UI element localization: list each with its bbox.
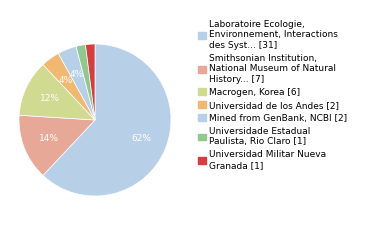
Text: 4%: 4%	[59, 76, 73, 84]
Wedge shape	[19, 65, 95, 120]
Wedge shape	[19, 115, 95, 175]
Wedge shape	[43, 54, 95, 120]
Legend: Laboratoire Ecologie,
Environnement, Interactions
des Syst... [31], Smithsonian : Laboratoire Ecologie, Environnement, Int…	[198, 20, 347, 170]
Wedge shape	[86, 44, 95, 120]
Text: 14%: 14%	[39, 134, 59, 143]
Wedge shape	[43, 44, 171, 196]
Text: 4%: 4%	[70, 70, 84, 78]
Wedge shape	[76, 45, 95, 120]
Wedge shape	[59, 46, 95, 120]
Text: 12%: 12%	[40, 95, 60, 103]
Text: 62%: 62%	[131, 134, 151, 143]
